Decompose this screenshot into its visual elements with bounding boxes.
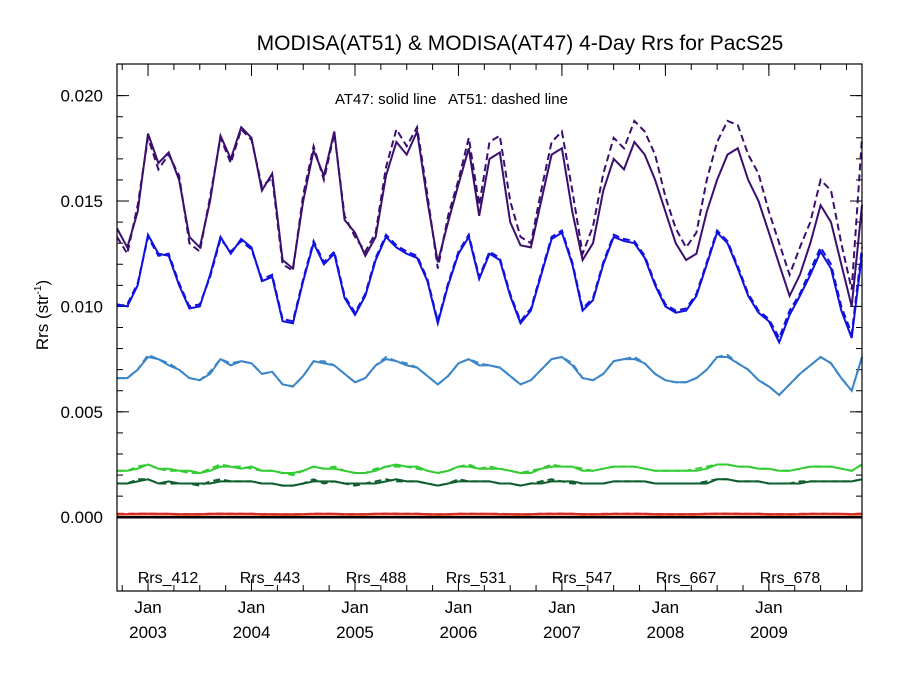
x-tick-label-month: Jan: [755, 598, 782, 617]
rrs-443-at51-dashed-line: [116, 228, 863, 341]
y-tick-label: 0.010: [60, 297, 103, 316]
y-tick-label: 0.020: [60, 87, 103, 106]
y-axis-label-close: ): [33, 280, 52, 286]
legend-rrs-678: Rrs_678: [760, 570, 821, 587]
rrs-531-at47-solid-line: [117, 463, 863, 475]
legend-rrs-443: Rrs_443: [240, 570, 301, 587]
rrs-443-at47-solid-line: [116, 230, 863, 345]
rrs-488-at47-solid-line: [117, 355, 863, 397]
x-tick-label-month: Jan: [548, 598, 575, 617]
rrs-678-at47-solid-line: [117, 512, 863, 516]
rrs-488-at51-dashed-line: [117, 353, 863, 397]
x-tick-label-year: 2004: [233, 623, 271, 642]
rrs-412-at51-dashed-line: [116, 119, 863, 290]
y-axis-label: Rrs (str-1): [33, 280, 52, 350]
rrs-547-at47-solid-line: [117, 478, 863, 487]
y-tick-label: 0.005: [60, 403, 103, 422]
x-tick-label-month: Jan: [445, 598, 472, 617]
x-tick-label-year: 2008: [646, 623, 684, 642]
x-tick-label-month: Jan: [652, 598, 679, 617]
legend-rrs-531: Rrs_531: [446, 570, 507, 587]
x-tick-label-year: 2009: [750, 623, 788, 642]
plot-frame: [116, 63, 863, 592]
y-tick-label: 0.000: [60, 508, 103, 527]
chart-title: MODISA(AT51) & MODISA(AT47) 4-Day Rrs fo…: [257, 32, 784, 55]
x-tick-label-month: Jan: [134, 598, 161, 617]
legend-rrs-488: Rrs_488: [346, 570, 407, 587]
line-style-annotation: AT47: solid line AT51: dashed line: [335, 91, 568, 108]
rrs-547-at51-dashed-line: [117, 478, 863, 487]
x-tick-label-month: Jan: [341, 598, 368, 617]
legend: Rrs_412 Rrs_443 Rrs_488 Rrs_531 Rrs_547 Rrs_6…: [138, 570, 821, 587]
x-tick-label-year: 2005: [336, 623, 374, 642]
x-tick-label-year: 2006: [440, 623, 478, 642]
legend-rrs-412: Rrs_412: [138, 570, 199, 587]
rrs-412-at47-solid-line: [116, 125, 863, 307]
legend-rrs-667: Rrs_667: [656, 570, 717, 587]
axes-layer: 0.000 0.005 0.010 0.015 0.020 Jan 2003 Jan 2004 J…: [60, 64, 862, 642]
x-tick-label-year: 2007: [543, 623, 581, 642]
x-tick-label-month: Jan: [238, 598, 265, 617]
y-tick-label: 0.015: [60, 192, 103, 211]
x-tick-label-year: 2003: [129, 623, 167, 642]
series-layer: [116, 119, 863, 516]
legend-rrs-547: Rrs_547: [552, 570, 613, 587]
y-axis-label-superscript: -1: [33, 285, 44, 294]
